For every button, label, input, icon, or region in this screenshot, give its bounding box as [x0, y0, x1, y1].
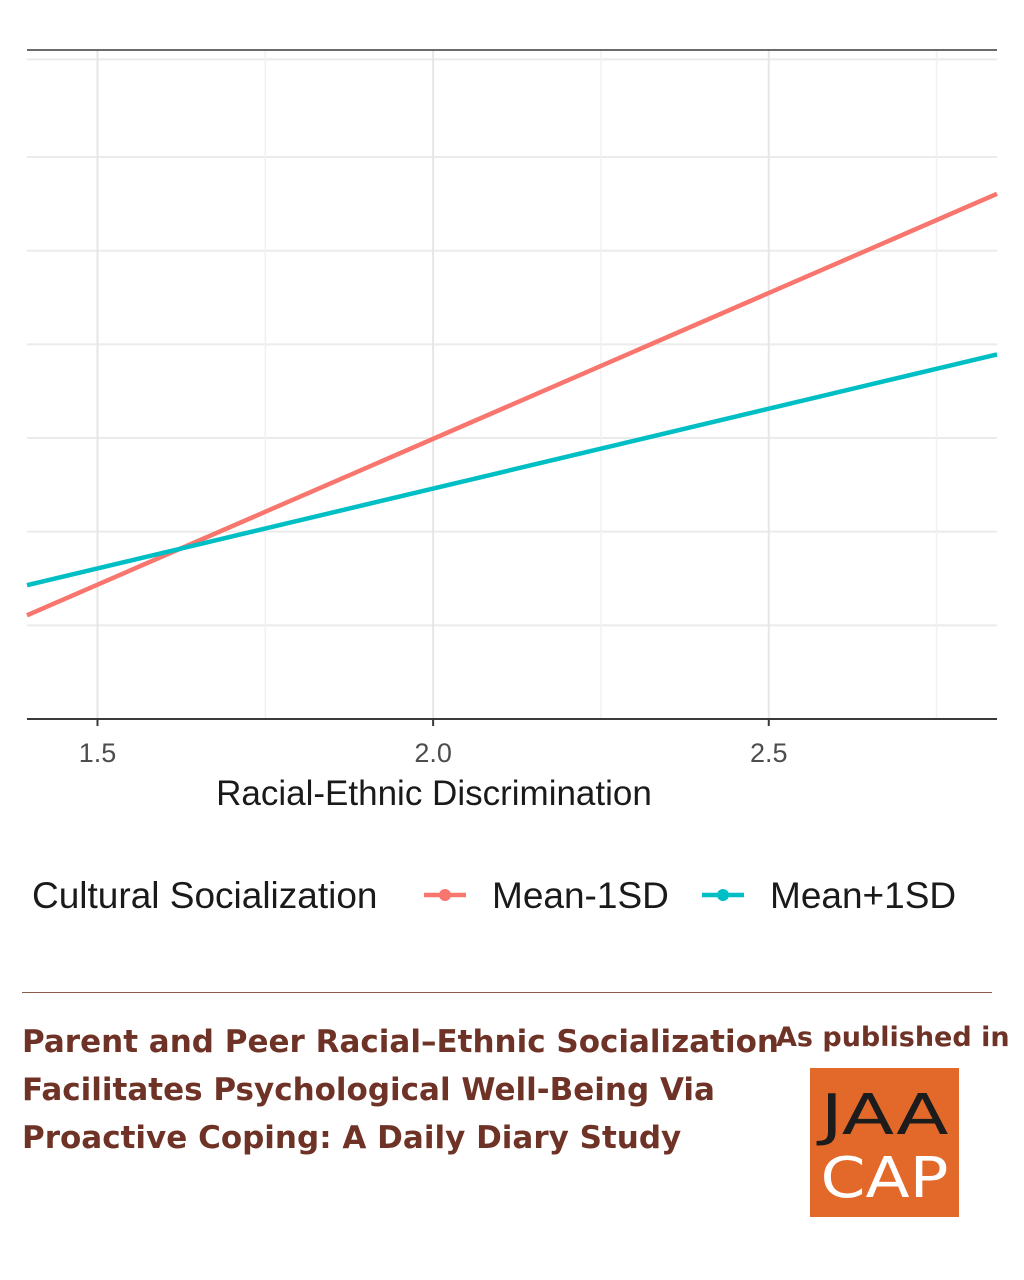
series-line-mean-1sd — [26, 352, 998, 588]
legend-key-dot-mean-1sd — [439, 889, 451, 901]
x-axis-title: Racial-Ethnic Discrimination — [216, 774, 652, 813]
legend-key-dot-mean-1sd — [717, 889, 729, 901]
legend-title: Cultural Socialization — [32, 875, 378, 916]
journal-logo-mark: JAA CAP — [816, 1083, 949, 1211]
legend-keys: Mean-1SD Mean+1SD — [424, 875, 956, 916]
published-label: As published in — [776, 1022, 1010, 1053]
logo-line-1: JAA — [816, 1083, 948, 1148]
x-tick-label: 2.5 — [750, 738, 788, 768]
paper-title: Parent and Peer Racial–Ethnic Socializat… — [22, 1018, 779, 1162]
x-tick-label: 2.0 — [414, 738, 452, 768]
divider — [22, 992, 992, 993]
series-lines — [26, 191, 998, 618]
legend-label-mean-1sd: Mean-1SD — [492, 875, 669, 916]
x-tick-label: 1.5 — [79, 738, 117, 768]
paper-title-line: Proactive Coping: A Daily Diary Study — [22, 1120, 682, 1156]
journal-logo: JAA CAP — [810, 1068, 959, 1217]
line-chart: 1.5 2.0 2.5 Racial-Ethnic Discrimination C… — [26, 49, 998, 916]
x-axis-ticks: 1.5 2.0 2.5 — [79, 719, 788, 768]
logo-line-2: CAP — [821, 1146, 949, 1211]
legend-label-mean-1sd: Mean+1SD — [770, 875, 956, 916]
paper-title-line: Parent and Peer Racial–Ethnic Socializat… — [22, 1024, 779, 1060]
legend: Cultural Socialization Mean-1SD Mean+1SD — [32, 875, 956, 916]
paper-title-line: Facilitates Psychological Well-Being Via — [22, 1072, 715, 1108]
grid — [27, 50, 997, 720]
